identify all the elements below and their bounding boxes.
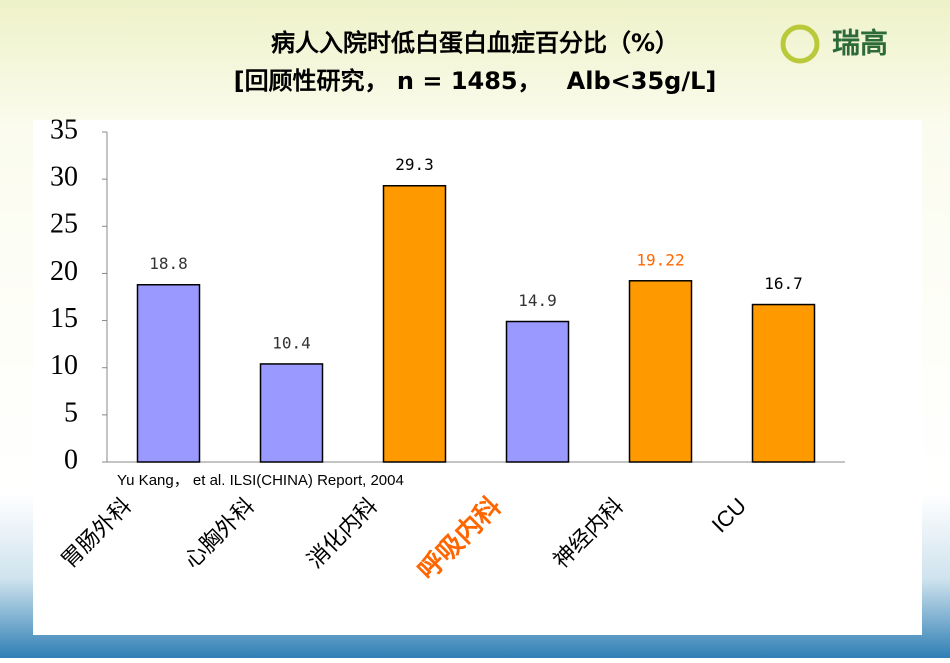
y-tick-label: 25: [50, 209, 78, 240]
y-tick-label: 20: [50, 256, 78, 287]
bar: [136, 283, 201, 463]
value-label: 10.4: [272, 333, 311, 352]
value-label: 16.7: [764, 274, 803, 293]
y-tick-label: 30: [50, 162, 78, 193]
bar: [259, 363, 324, 463]
source-note: Yu Kang， et al. ILSI(CHINA) Report, 2004: [117, 472, 404, 489]
value-label: 14.9: [518, 291, 557, 310]
y-tick-label: 15: [50, 303, 78, 334]
bar: [382, 184, 447, 463]
chart-title: 病人入院时低白蛋白血症百分比（%）: [271, 29, 679, 57]
logo-mark: [780, 24, 820, 64]
bar: [751, 303, 816, 463]
logo: 瑞高: [832, 27, 888, 60]
y-tick-label: 10: [50, 350, 78, 381]
bar: [628, 280, 693, 463]
y-tick-label: 35: [50, 114, 78, 145]
chart-subtitle: [回顾性研究， n = 1485， Alb<35g/L]: [234, 67, 717, 95]
value-label: 18.8: [149, 254, 188, 273]
value-label: 29.3: [395, 155, 434, 174]
y-tick-label: 5: [64, 397, 78, 428]
value-label: 19.22: [636, 250, 684, 269]
bar: [505, 320, 570, 463]
y-tick-label: 0: [64, 444, 78, 475]
